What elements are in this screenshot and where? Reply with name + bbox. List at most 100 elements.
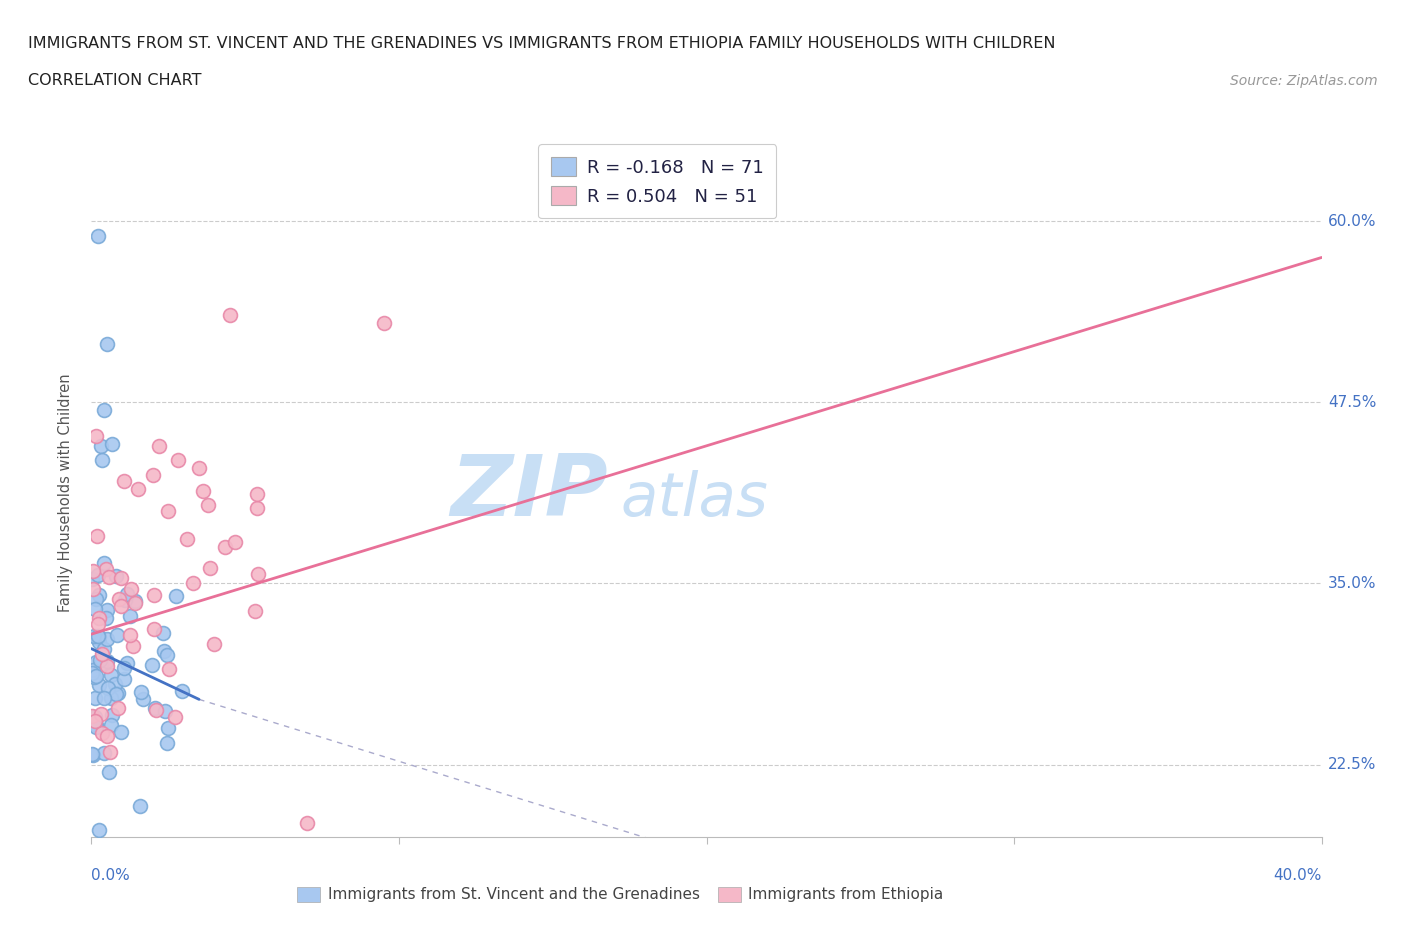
Point <box>141 658 163 672</box>
Point <box>115 586 138 601</box>
Point <box>84 602 107 617</box>
Point <box>148 438 170 453</box>
Point <box>145 700 167 715</box>
Point <box>83 670 105 684</box>
Point <box>90 438 112 453</box>
Point <box>89 653 111 668</box>
Text: 60.0%: 60.0% <box>1327 214 1376 229</box>
Point <box>89 822 111 837</box>
Point <box>84 690 107 705</box>
Point <box>87 617 110 631</box>
Point <box>96 603 118 618</box>
Text: 47.5%: 47.5% <box>1327 395 1376 410</box>
Point <box>131 684 153 699</box>
Point <box>218 308 240 323</box>
Point <box>86 529 108 544</box>
Point <box>128 799 150 814</box>
Point <box>80 708 103 723</box>
Text: atlas: atlas <box>620 471 768 529</box>
Point <box>108 591 131 606</box>
Point <box>91 453 114 468</box>
Point <box>224 535 246 550</box>
Point <box>110 724 132 739</box>
Text: IMMIGRANTS FROM ST. VINCENT AND THE GRENADINES VS IMMIGRANTS FROM ETHIOPIA FAMIL: IMMIGRANTS FROM ST. VINCENT AND THE GREN… <box>28 36 1056 51</box>
Point <box>100 717 122 732</box>
Point <box>94 562 117 577</box>
Point <box>142 587 165 602</box>
Point <box>152 625 174 640</box>
Text: 35.0%: 35.0% <box>1327 576 1376 591</box>
Point <box>118 608 141 623</box>
Point <box>188 460 211 475</box>
Text: CORRELATION CHART: CORRELATION CHART <box>28 73 201 88</box>
Point <box>153 644 176 658</box>
Point <box>105 627 128 642</box>
Point <box>96 631 118 646</box>
Point <box>166 453 188 468</box>
Point <box>156 720 179 735</box>
Legend: Immigrants from St. Vincent and the Grenadines, Immigrants from Ethiopia: Immigrants from St. Vincent and the Gren… <box>291 881 950 909</box>
Point <box>84 591 107 606</box>
Point <box>124 593 146 608</box>
Point <box>120 582 142 597</box>
Point <box>107 700 129 715</box>
Point <box>96 728 118 743</box>
Point <box>83 710 105 724</box>
Point <box>90 647 112 662</box>
Point <box>93 691 115 706</box>
Point <box>90 657 112 671</box>
Point <box>110 570 132 585</box>
Point <box>124 596 146 611</box>
Point <box>165 589 187 604</box>
Point <box>87 629 110 644</box>
Point <box>84 655 107 670</box>
Point <box>105 686 128 701</box>
Point <box>82 746 104 761</box>
Text: 0.0%: 0.0% <box>91 868 131 883</box>
Point <box>122 639 145 654</box>
Point <box>295 815 318 830</box>
Point <box>145 702 167 717</box>
Point <box>96 653 118 668</box>
Point <box>89 588 111 603</box>
Point <box>84 713 107 728</box>
Point <box>176 531 198 546</box>
Point <box>107 685 129 700</box>
Point <box>96 337 118 352</box>
Point <box>84 429 107 444</box>
Point <box>84 720 107 735</box>
Point <box>91 726 114 741</box>
Point <box>172 684 194 698</box>
Point <box>87 610 110 625</box>
Point <box>100 668 122 683</box>
Point <box>157 503 180 518</box>
Point <box>93 642 115 657</box>
Point <box>93 746 115 761</box>
Point <box>118 628 141 643</box>
Point <box>112 660 135 675</box>
Point <box>110 599 132 614</box>
Point <box>157 662 180 677</box>
Point <box>82 666 104 681</box>
Point <box>165 710 187 724</box>
Point <box>202 637 225 652</box>
Point <box>87 677 110 692</box>
Y-axis label: Family Households with Children: Family Households with Children <box>58 374 73 612</box>
Point <box>373 315 395 330</box>
Point <box>84 718 107 733</box>
Point <box>214 540 236 555</box>
Point <box>96 658 118 673</box>
Point <box>82 663 104 678</box>
Point <box>87 630 110 644</box>
Point <box>94 610 117 625</box>
Point <box>87 568 110 583</box>
Point <box>100 691 122 706</box>
Point <box>86 228 108 243</box>
Point <box>155 647 177 662</box>
Point <box>117 656 139 671</box>
Point <box>181 576 204 591</box>
Point <box>142 468 165 483</box>
Point <box>93 402 115 417</box>
Point <box>98 745 121 760</box>
Point <box>143 622 166 637</box>
